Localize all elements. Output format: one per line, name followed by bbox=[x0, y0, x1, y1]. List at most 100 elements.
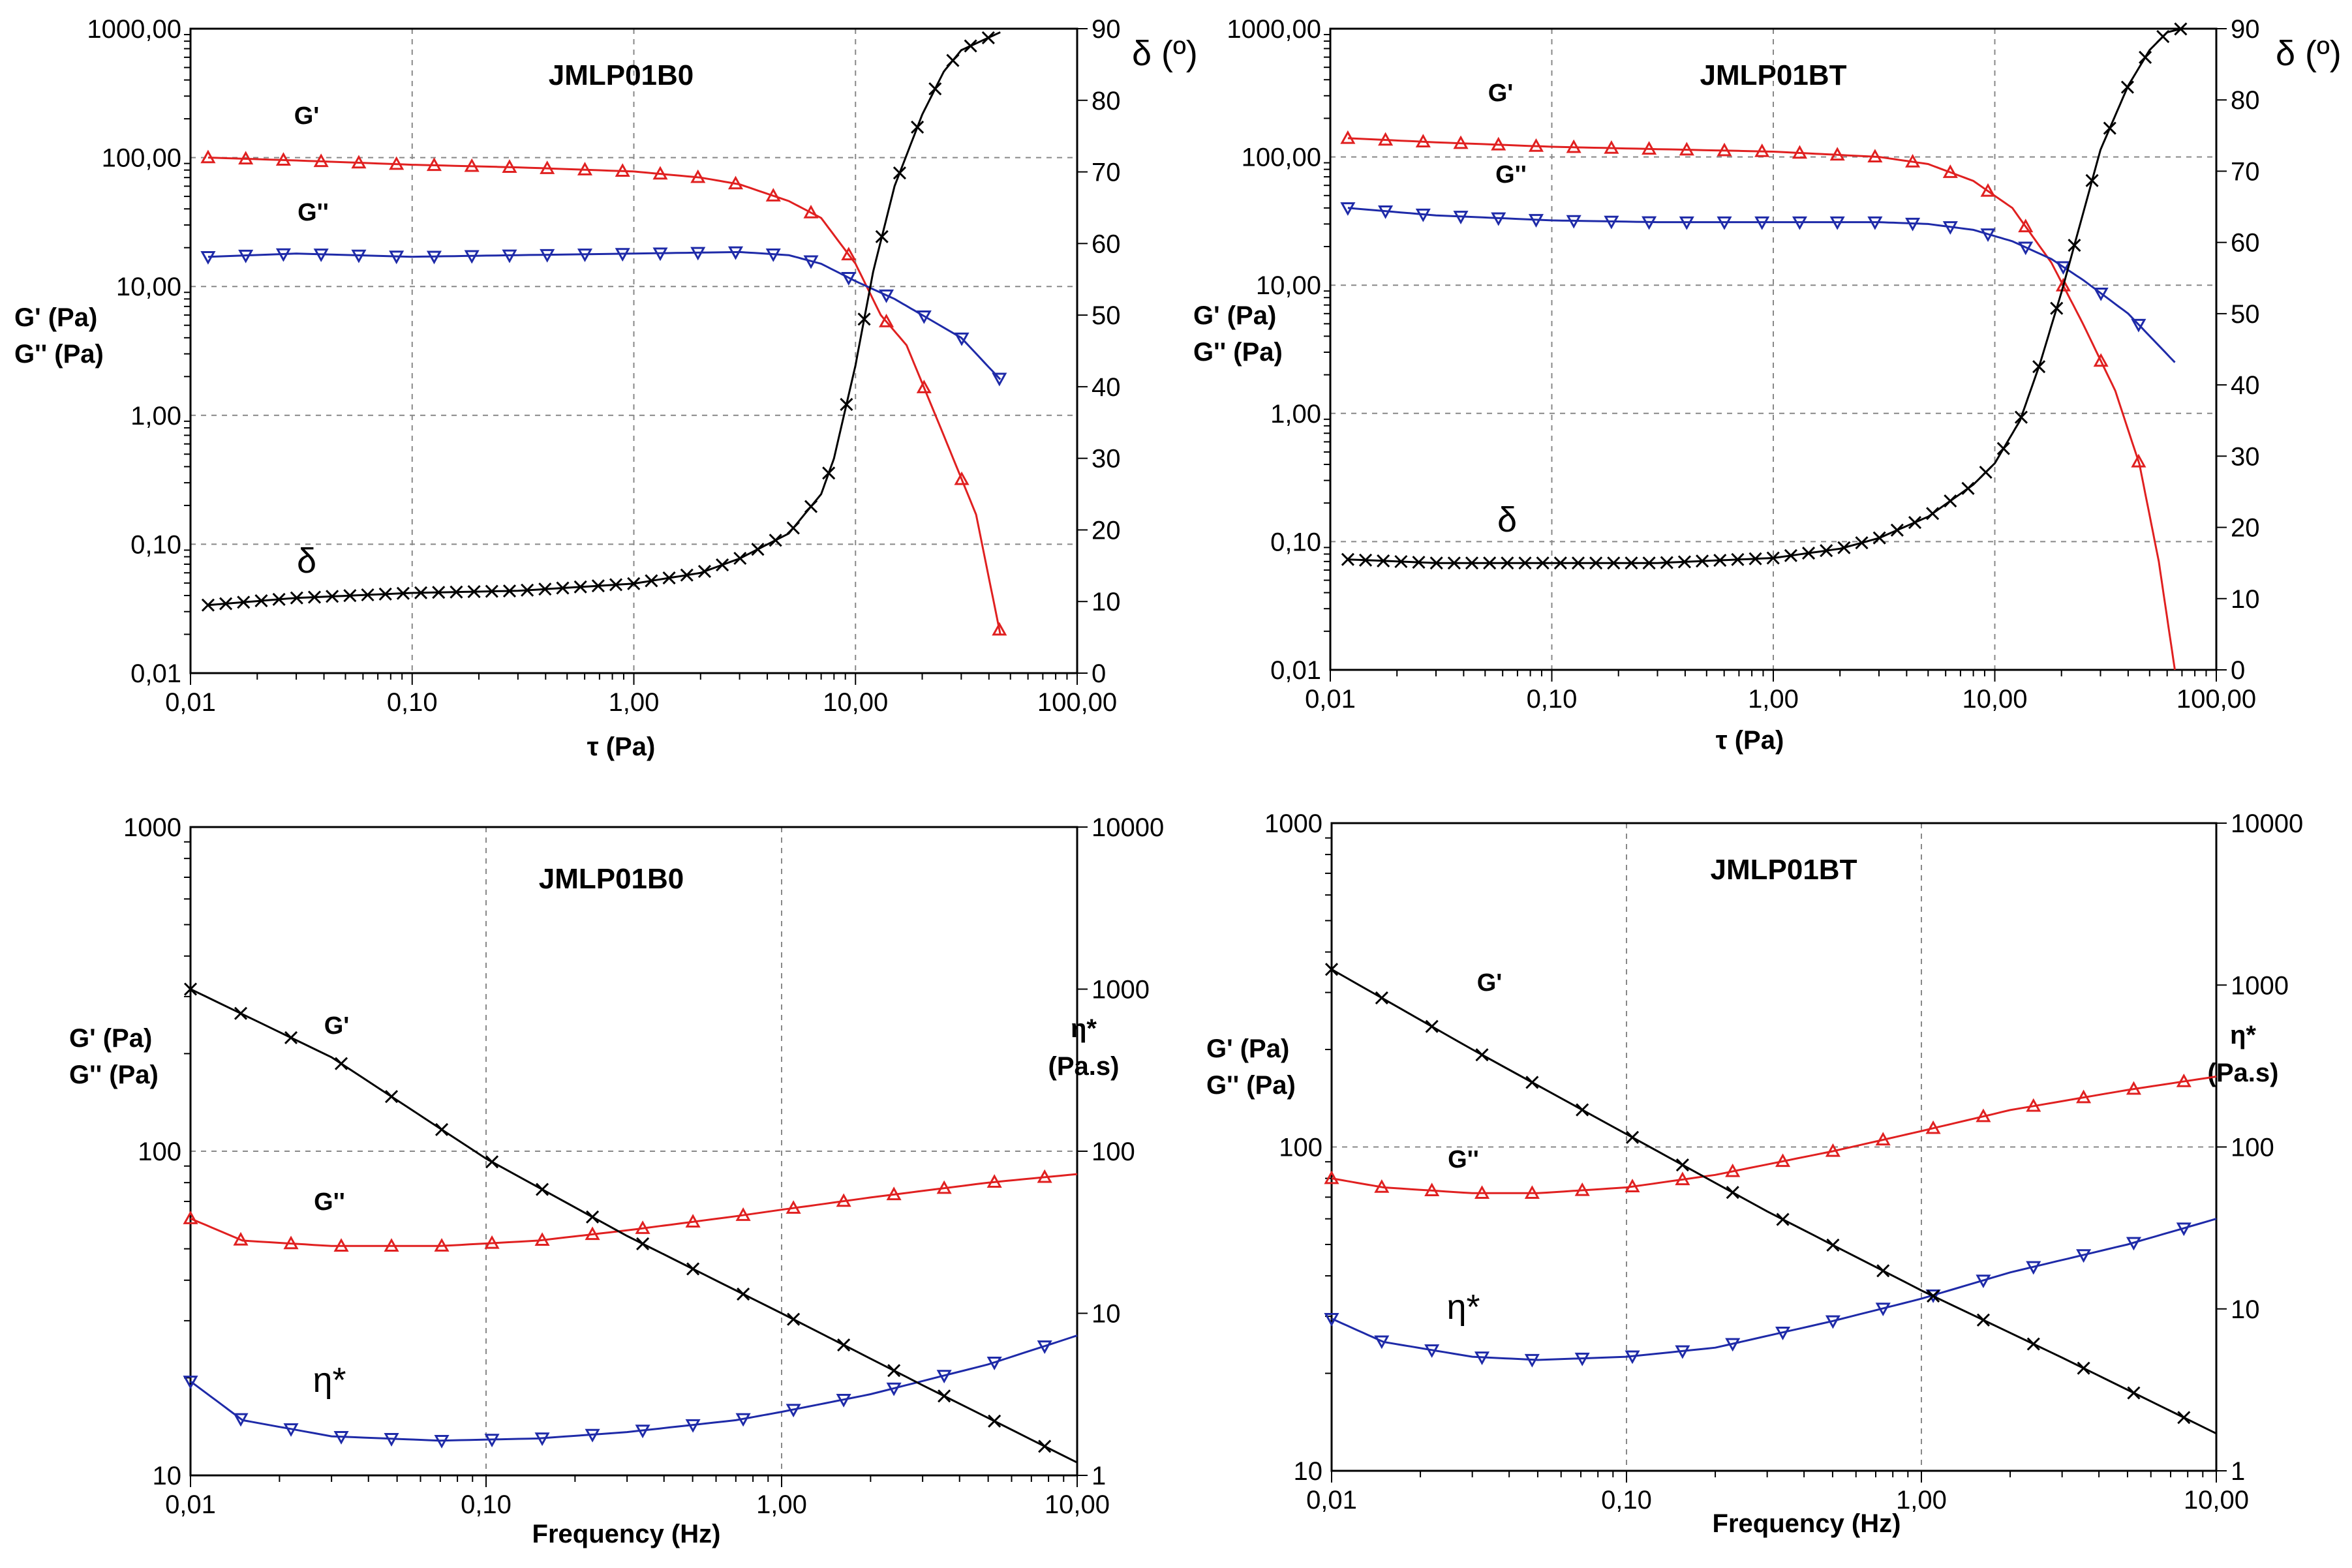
data-point-marker bbox=[878, 289, 894, 303]
data-point-marker bbox=[727, 246, 744, 260]
data-point-marker bbox=[2156, 29, 2170, 44]
data-point-marker bbox=[680, 568, 694, 582]
data-point-marker bbox=[2077, 1361, 2090, 1375]
data-point-marker bbox=[275, 152, 291, 166]
y-right-tick-label: 100 bbox=[2231, 1134, 2274, 1162]
series-label: G'' bbox=[314, 1188, 345, 1216]
x-tick-label: 0,10 bbox=[1527, 685, 1578, 714]
data-point-marker bbox=[200, 149, 216, 164]
data-point-marker bbox=[685, 1419, 701, 1433]
data-point-marker bbox=[1829, 147, 1845, 161]
data-point-marker bbox=[1825, 1143, 1840, 1157]
data-point-marker bbox=[2076, 1089, 2092, 1104]
data-point-marker bbox=[686, 1262, 700, 1276]
data-point-marker bbox=[2093, 287, 2109, 301]
data-point-marker bbox=[1377, 554, 1390, 567]
series-label: G'' bbox=[1448, 1146, 1479, 1173]
data-point-marker bbox=[1574, 1352, 1590, 1366]
y-right-tick-label: 10000 bbox=[2231, 809, 2303, 838]
x-tick-label: 0,01 bbox=[165, 1490, 216, 1519]
data-point-marker bbox=[1536, 556, 1550, 570]
series-label: G' bbox=[294, 102, 320, 130]
y-right-tick-label: 10 bbox=[1092, 588, 1121, 616]
data-point-marker bbox=[1474, 1351, 1490, 1365]
data-point-marker bbox=[992, 372, 1007, 387]
data-point-marker bbox=[769, 534, 782, 547]
y-right-tick-label: 80 bbox=[1092, 87, 1121, 115]
data-point-marker bbox=[485, 584, 498, 598]
data-point-marker bbox=[786, 1200, 801, 1214]
chart-title: JMLP01B0 bbox=[549, 59, 694, 91]
data-point-marker bbox=[857, 312, 871, 326]
data-point-marker bbox=[1792, 145, 1808, 159]
data-point-marker bbox=[878, 313, 894, 327]
y-right-tick-label: 70 bbox=[1092, 158, 1121, 187]
x-tick-label: 1,00 bbox=[609, 688, 660, 717]
data-point-marker bbox=[2176, 1222, 2192, 1237]
data-point-marker bbox=[1660, 556, 1673, 569]
data-point-marker bbox=[986, 1174, 1002, 1188]
data-point-marker bbox=[1875, 1303, 1891, 1317]
data-point-marker bbox=[765, 188, 781, 202]
data-point-marker bbox=[464, 250, 480, 264]
data-point-marker bbox=[1378, 132, 1394, 146]
data-point-marker bbox=[1792, 216, 1808, 230]
data-point-marker bbox=[233, 1413, 249, 1427]
data-point-marker bbox=[586, 1210, 600, 1224]
data-point-marker bbox=[2131, 453, 2146, 468]
data-point-marker bbox=[2050, 301, 2064, 315]
x-tick-label: 100,00 bbox=[2176, 685, 2256, 714]
x-tick-label: 1,00 bbox=[1896, 1486, 1947, 1515]
chart-title: JMLP01BT bbox=[1711, 854, 1857, 886]
data-point-marker bbox=[936, 1370, 952, 1384]
data-point-marker bbox=[964, 39, 977, 53]
x-tick-label: 0,10 bbox=[387, 688, 438, 717]
data-point-marker bbox=[2103, 121, 2116, 135]
data-point-marker bbox=[690, 169, 706, 183]
data-point-marker bbox=[1324, 1170, 1339, 1184]
data-point-marker bbox=[183, 1376, 198, 1389]
y-left-tick-label: 0,10 bbox=[1270, 528, 1321, 556]
data-point-marker bbox=[577, 162, 593, 175]
data-point-marker bbox=[1589, 556, 1603, 570]
y-right-tick-label: 90 bbox=[2231, 15, 2260, 44]
data-point-marker bbox=[1826, 1238, 1840, 1252]
data-point-marker bbox=[1574, 1182, 1590, 1196]
data-point-marker bbox=[283, 1423, 299, 1437]
data-point-marker bbox=[1926, 507, 1940, 520]
data-point-marker bbox=[1474, 1185, 1490, 1199]
data-point-marker bbox=[384, 1433, 399, 1447]
data-point-marker bbox=[484, 1235, 500, 1249]
data-point-marker bbox=[986, 1357, 1002, 1370]
data-point-marker bbox=[485, 1155, 499, 1169]
data-point-marker bbox=[1340, 130, 1356, 144]
data-point-marker bbox=[2131, 318, 2146, 333]
y-right-tick-label: 30 bbox=[2231, 442, 2260, 471]
data-point-marker bbox=[1576, 1103, 1589, 1117]
data-point-marker bbox=[1424, 1183, 1440, 1197]
data-point-marker bbox=[1976, 1108, 1991, 1123]
data-point-marker bbox=[1942, 164, 1958, 178]
data-point-marker bbox=[1908, 515, 1922, 530]
data-point-marker bbox=[1713, 553, 1727, 567]
plot-frame bbox=[1329, 27, 2218, 671]
y-left-tick-label: 1000 bbox=[1264, 809, 1322, 838]
series-line-g-prime bbox=[190, 1173, 1078, 1247]
data-point-marker bbox=[1675, 1345, 1690, 1359]
x-axis-label: τ (Pa) bbox=[1716, 726, 1784, 755]
series-line-delta-or-eta bbox=[190, 988, 1078, 1464]
data-point-marker bbox=[389, 156, 405, 170]
y-right-tick-label: 10 bbox=[2231, 585, 2260, 614]
data-point-marker bbox=[2076, 1249, 2092, 1263]
data-point-marker bbox=[1378, 205, 1394, 219]
data-point-marker bbox=[787, 1312, 801, 1326]
data-point-marker bbox=[1571, 556, 1585, 570]
series-line-delta-or-eta bbox=[1331, 968, 2217, 1435]
data-point-marker bbox=[1375, 991, 1388, 1005]
data-point-marker bbox=[1412, 556, 1426, 569]
data-point-marker bbox=[911, 120, 924, 134]
data-point-marker bbox=[238, 249, 254, 264]
data-point-marker bbox=[2126, 1081, 2141, 1095]
series-line-g-double-prime bbox=[1331, 1218, 2217, 1361]
data-point-marker bbox=[803, 255, 819, 269]
